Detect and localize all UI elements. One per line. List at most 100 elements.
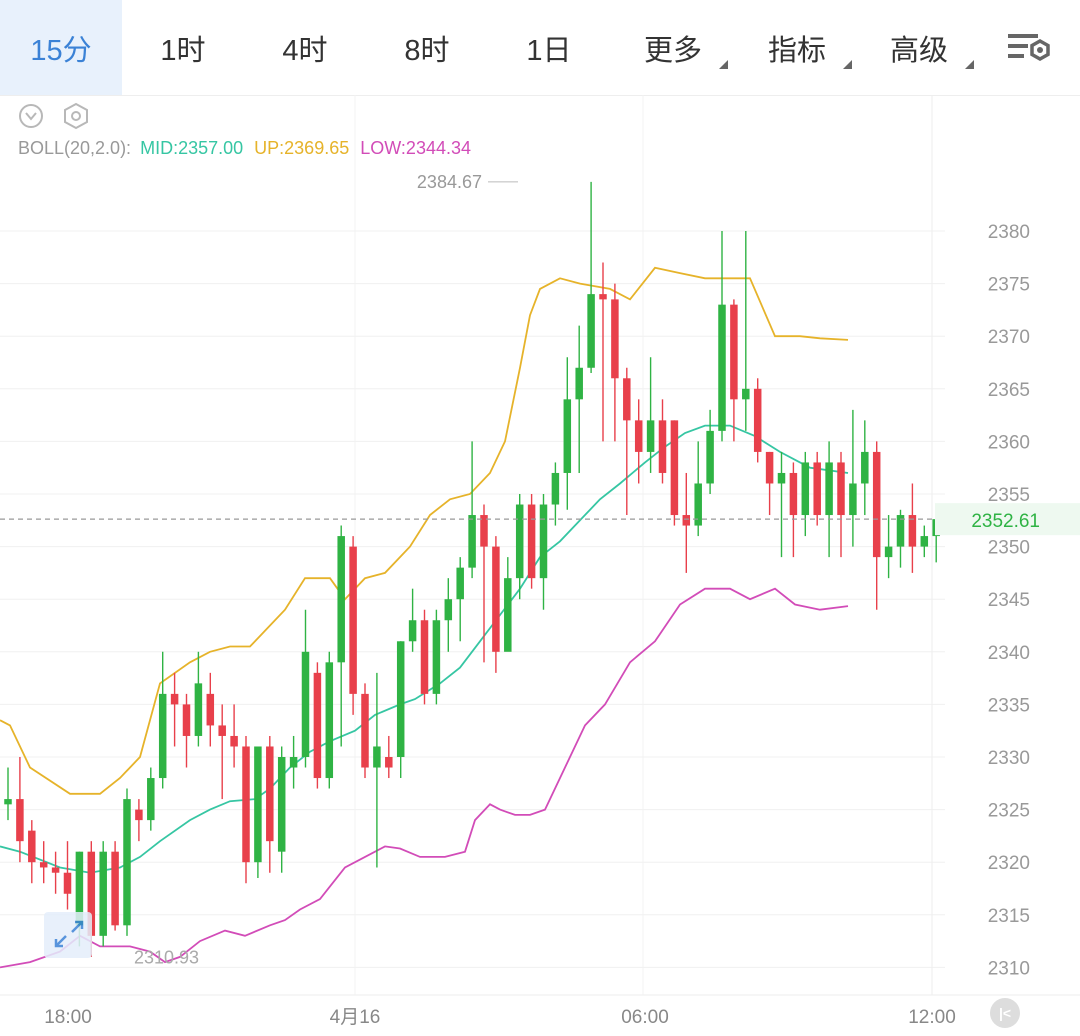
last-price-badge	[935, 503, 1080, 536]
candle-body	[670, 420, 679, 516]
y-tick-label: 2340	[988, 643, 1030, 664]
boll-mid-value: MID:2357.00	[140, 138, 244, 158]
candle-body	[539, 504, 548, 579]
candle	[420, 609, 429, 705]
candle	[16, 757, 24, 863]
candle-body	[837, 462, 845, 516]
candle	[742, 231, 750, 431]
candle-body	[242, 746, 250, 863]
y-tick-label: 2375	[988, 275, 1030, 296]
tab-1h[interactable]: 1时	[122, 0, 244, 95]
candle-body	[123, 799, 131, 926]
candle-body	[349, 546, 357, 694]
dropdown-triangle-icon	[719, 60, 728, 69]
candle-body	[730, 304, 738, 400]
candle	[242, 735, 250, 884]
y-tick-label: 2355	[988, 485, 1030, 506]
candle-body	[361, 693, 369, 768]
candle	[896, 509, 905, 568]
candle-body	[4, 799, 12, 805]
candle	[694, 441, 702, 537]
tab-advanced[interactable]: 高级	[858, 0, 980, 95]
candle	[587, 181, 595, 374]
candle	[682, 472, 691, 573]
scroll-to-latest-button[interactable]: |<	[990, 998, 1020, 1028]
candle	[539, 494, 548, 610]
candlestick-chart[interactable]: 2380 2375 2370 2365 2360 2355 2350 2345 2340 2335…	[0, 95, 1080, 1036]
tab-4h[interactable]: 4时	[244, 0, 366, 95]
collapse-chevron-icon[interactable]	[19, 104, 43, 128]
candle	[99, 841, 107, 947]
candle-body	[147, 778, 155, 821]
tab-8h[interactable]: 8时	[366, 0, 488, 95]
candle	[753, 378, 762, 463]
y-tick-label: 2380	[988, 222, 1030, 243]
candle-body	[230, 735, 238, 747]
candle-body	[515, 504, 524, 579]
candle	[623, 367, 631, 516]
boll-up-value: UP:2369.65	[254, 138, 350, 158]
candle	[646, 357, 655, 473]
candle	[123, 788, 131, 936]
dropdown-triangle-icon	[965, 60, 974, 69]
candle-body	[313, 672, 322, 779]
y-tick-label: 2360	[988, 432, 1030, 453]
candle-body	[623, 378, 631, 421]
candle	[349, 536, 357, 715]
candle	[147, 767, 155, 831]
zoom-reset-button[interactable]	[44, 912, 92, 958]
tab-indicators[interactable]: 指标	[736, 0, 858, 95]
candle-body	[706, 430, 714, 484]
candle	[884, 515, 893, 579]
candle-body	[182, 704, 191, 736]
candle-body	[385, 757, 393, 768]
candle	[813, 451, 821, 526]
candle-body	[527, 504, 536, 579]
timeframe-toolbar: 15分 1时 4时 8时 1日 更多 指标 高级	[0, 0, 1080, 96]
candle	[551, 462, 560, 526]
chart-settings-icon[interactable]	[1000, 22, 1056, 72]
tab-more[interactable]: 更多	[612, 0, 734, 95]
tab-label: 8时	[404, 34, 450, 67]
candle-body	[920, 536, 929, 547]
candle-body	[896, 515, 905, 547]
candle	[599, 262, 607, 442]
chart-tools	[16, 102, 96, 137]
candle-body	[575, 367, 583, 400]
candle	[39, 841, 48, 884]
tab-label: 更多	[643, 34, 702, 67]
y-tick-label: 2335	[988, 695, 1030, 716]
tab-15min[interactable]: 15分	[0, 0, 122, 95]
candle	[51, 851, 60, 894]
candle-body	[206, 693, 215, 726]
boll-upper-line	[0, 266, 849, 795]
candle-body	[39, 862, 48, 868]
candle-body	[825, 462, 833, 516]
candle	[28, 820, 36, 884]
candle	[63, 841, 72, 910]
candle-body	[158, 693, 167, 779]
y-tick-label: 2325	[988, 801, 1030, 822]
tab-label: 指标	[767, 34, 826, 67]
candle-body	[551, 472, 560, 505]
hexagon-settings-icon[interactable]	[64, 102, 88, 130]
candle	[206, 672, 215, 747]
min-price-label: 2310.93	[134, 948, 199, 968]
candle-body	[563, 399, 572, 473]
tab-1d[interactable]: 1日	[488, 0, 610, 95]
candle	[4, 767, 12, 821]
boll-indicator-legend: BOLL(20,2.0): MID:2357.00 UP:2369.65 LOW…	[18, 138, 477, 159]
candle-body	[753, 388, 762, 452]
candle	[289, 735, 298, 789]
candle	[254, 746, 262, 878]
candle	[456, 557, 464, 642]
candle-body	[682, 515, 691, 526]
candle-body	[301, 651, 310, 757]
candle	[789, 462, 798, 558]
candle	[361, 683, 369, 779]
tab-label: 1日	[526, 34, 572, 67]
y-tick-label: 2350	[988, 538, 1030, 559]
candle-body	[28, 830, 36, 863]
candle-body	[194, 683, 203, 736]
candle	[218, 704, 226, 800]
